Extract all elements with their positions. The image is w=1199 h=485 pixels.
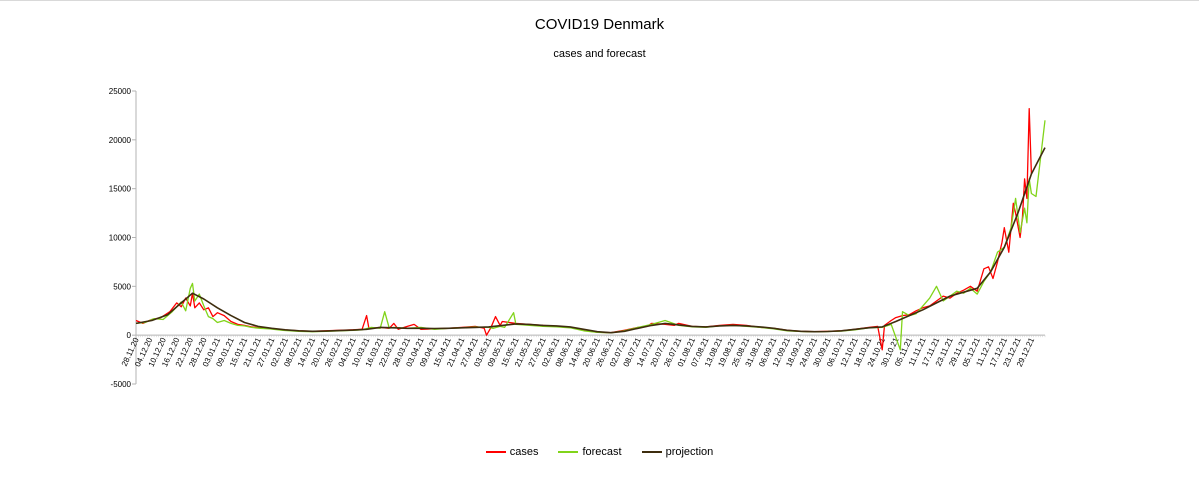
y-tick-label: 0 bbox=[127, 331, 132, 340]
top-border bbox=[0, 0, 1199, 1]
legend-label-cases: cases bbox=[509, 446, 539, 458]
y-tick-label: 10000 bbox=[109, 234, 132, 243]
y-tick-label: 5000 bbox=[113, 282, 131, 291]
chart-title: COVID19 Denmark bbox=[534, 16, 665, 33]
y-tick-label: 25000 bbox=[109, 87, 132, 96]
series-line-projection bbox=[135, 147, 1046, 334]
legend-swatch-forecast bbox=[558, 451, 579, 453]
series-line-cases bbox=[135, 107, 1033, 351]
legend-swatch-cases bbox=[485, 451, 506, 453]
chart-subtitle: cases and forecast bbox=[553, 48, 646, 60]
legend-item-cases: cases bbox=[485, 446, 539, 458]
legend-item-forecast: forecast bbox=[558, 446, 622, 458]
chart-legend: cases forecast projection bbox=[0, 446, 1199, 458]
series-line-forecast bbox=[135, 120, 1046, 351]
y-tick-label: 20000 bbox=[109, 136, 132, 145]
legend-item-projection: projection bbox=[641, 446, 714, 458]
legend-label-forecast: forecast bbox=[582, 446, 622, 458]
legend-label-projection: projection bbox=[665, 446, 714, 458]
legend-swatch-projection bbox=[641, 451, 662, 453]
y-tick-label: -5000 bbox=[111, 380, 132, 389]
y-tick-label: 15000 bbox=[109, 185, 132, 194]
